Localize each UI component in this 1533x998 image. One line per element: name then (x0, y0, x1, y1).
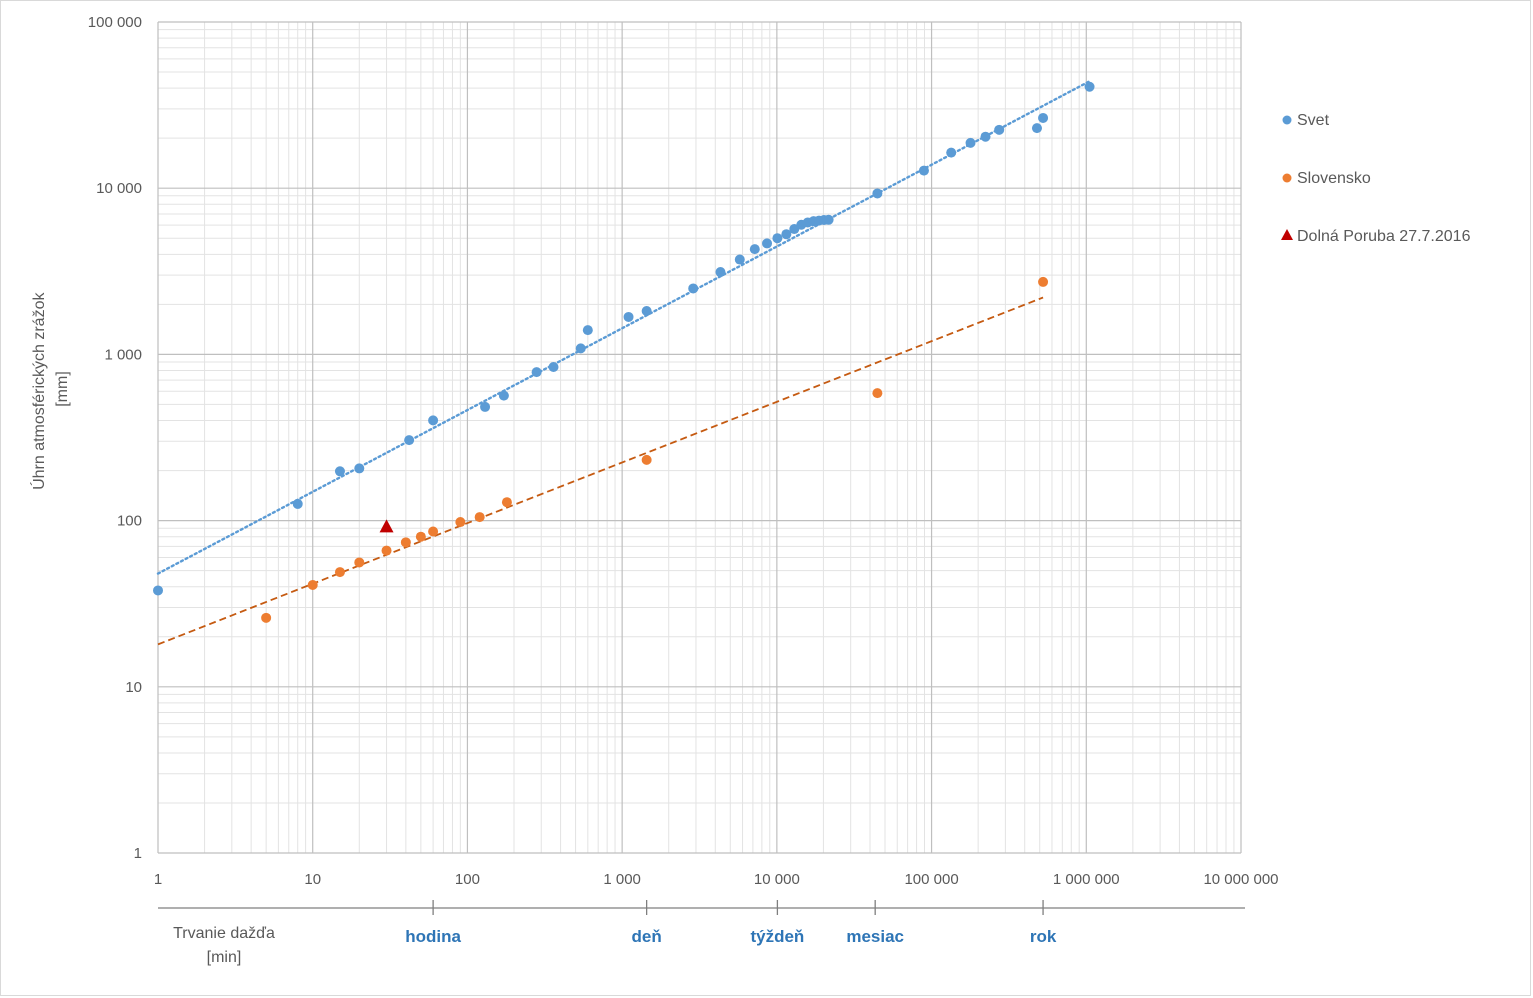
y-axis-tick-labels: 1 10 100 1 000 10 000 100 000 (88, 14, 142, 862)
duration-label: týždeň (750, 927, 804, 946)
data-point (715, 267, 726, 278)
data-point (415, 531, 426, 542)
data-point (1038, 112, 1049, 123)
x-axis-label-line1: Trvanie dažďa (173, 925, 275, 942)
legend-marker (1282, 173, 1292, 183)
legend-label: Svet (1297, 112, 1330, 129)
x-tick-label: 10 000 (754, 871, 800, 888)
data-point (734, 254, 745, 265)
y-tick-label: 1 (134, 845, 142, 862)
data-point (623, 311, 634, 322)
data-point (428, 526, 439, 537)
data-point (531, 367, 542, 378)
data-point (292, 498, 303, 509)
data-point (965, 137, 976, 148)
y-tick-label: 10 (125, 679, 142, 696)
data-point (872, 388, 883, 399)
data-point (994, 124, 1005, 135)
trendlines (156, 80, 1091, 646)
data-point (980, 131, 991, 142)
data-point (501, 497, 512, 508)
legend-marker (1281, 229, 1293, 240)
y-tick-label: 1 000 (104, 346, 142, 363)
x-tick-label: 100 (455, 871, 480, 888)
data-point (749, 244, 760, 255)
x-tick-label: 100 000 (904, 871, 958, 888)
data-point (334, 466, 345, 477)
y-axis-label: Úhrn atmosférických zrážok [mm] (29, 288, 71, 490)
data-point (400, 537, 411, 548)
duration-label: deň (632, 927, 662, 946)
data-point (823, 214, 834, 225)
y-axis-label-line2: [mm] (54, 371, 71, 407)
data-point (354, 557, 365, 568)
data-point (474, 512, 485, 523)
data-point (781, 229, 792, 240)
x-tick-label: 1 (154, 871, 162, 888)
x-tick-label: 1 000 000 (1053, 871, 1120, 888)
data-point (772, 233, 783, 244)
data-point (379, 519, 394, 533)
data-point (1038, 276, 1049, 287)
data-point (354, 463, 365, 474)
x-tick-label: 10 (304, 871, 321, 888)
x-axis-tick-labels: 1 10 100 1 000 10 000 100 000 1 000 000 10 000 … (154, 871, 1279, 888)
y-tick-label: 100 000 (88, 14, 142, 31)
minor-gridlines (158, 22, 1241, 853)
legend: Svet Slovensko Dolná Poruba 27.7.2016 (1281, 112, 1471, 245)
duration-ticks: hodina deň týždeň mesiac rok (405, 900, 1057, 946)
data-point (641, 454, 652, 465)
data-point (582, 325, 593, 336)
trendline (157, 296, 1044, 646)
x-tick-label: 1 000 (603, 871, 641, 888)
data-point (455, 517, 466, 528)
data-point (480, 401, 491, 412)
duration-label: hodina (405, 927, 461, 946)
legend-label: Slovensko (1297, 170, 1371, 187)
data-point (918, 165, 929, 176)
data-point (261, 612, 272, 623)
data-point (404, 435, 415, 446)
legend-marker (1282, 115, 1292, 125)
data-point (498, 390, 509, 401)
data-points (153, 81, 1095, 623)
data-point (1084, 81, 1095, 92)
data-point (153, 585, 163, 596)
data-point (1031, 123, 1042, 134)
data-point (334, 567, 345, 578)
duration-label: rok (1030, 927, 1057, 946)
y-axis-label-line1: Úhrn atmosférických zrážok (29, 292, 48, 490)
trendline (156, 80, 1091, 575)
duration-label: mesiac (846, 927, 904, 946)
data-point (381, 545, 392, 556)
major-gridlines (157, 21, 1242, 854)
x-tick-label: 10 000 000 (1203, 871, 1278, 888)
legend-label: Dolná Poruba 27.7.2016 (1297, 228, 1471, 245)
data-point (428, 415, 439, 426)
data-point (872, 188, 883, 199)
y-tick-label: 10 000 (96, 180, 142, 197)
data-point (307, 579, 318, 590)
data-point (548, 361, 559, 372)
data-point (688, 283, 699, 294)
y-tick-label: 100 (117, 513, 142, 530)
data-point (946, 147, 957, 158)
data-point (641, 305, 652, 316)
x-axis-label-line2: [min] (207, 949, 242, 966)
data-point (762, 238, 773, 249)
data-point (575, 343, 586, 354)
